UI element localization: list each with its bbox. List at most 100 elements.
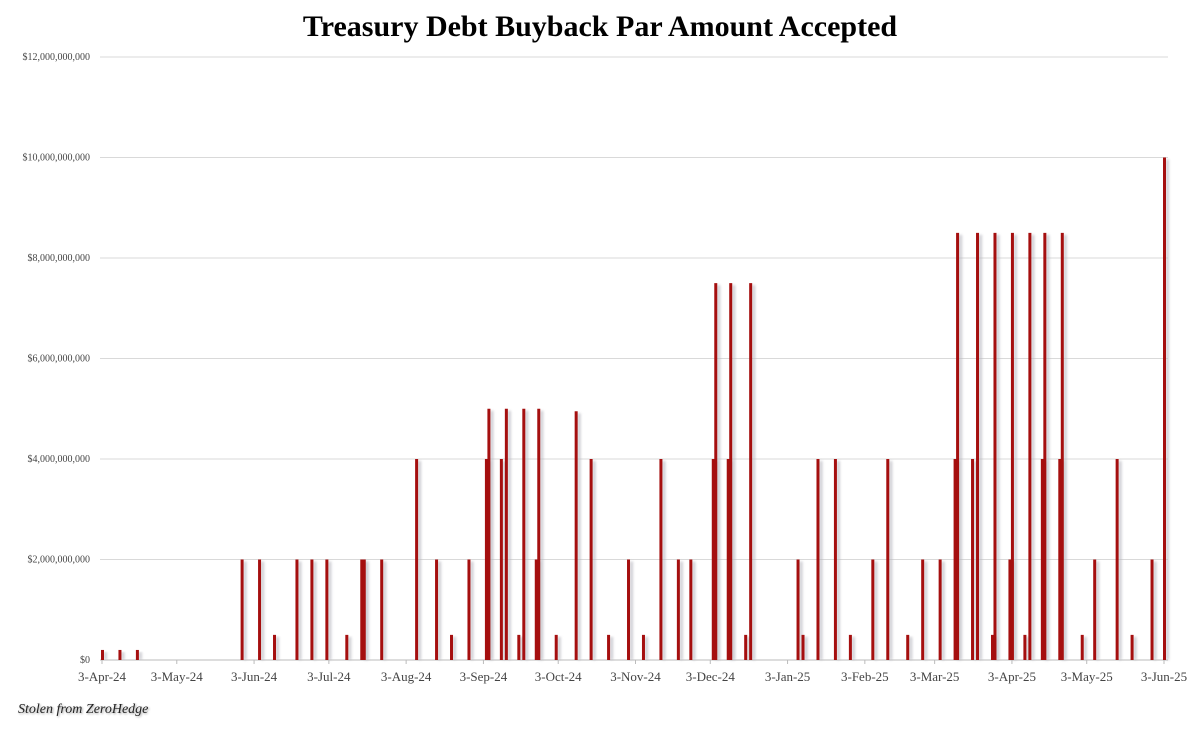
bar [589,459,593,660]
bar-shadow [313,561,317,660]
bar-shadow [909,636,913,660]
bar [921,559,925,660]
bar-shadow [752,285,756,660]
bar [345,634,349,660]
bar [689,559,693,660]
bar-shadow [959,234,963,660]
bar-shadow [819,461,823,660]
bar-shadow [1166,159,1169,660]
bar [956,232,960,660]
bar [240,559,244,660]
bar-shadow [592,461,596,660]
bar-shadow [1063,234,1067,660]
bar [1058,459,1062,660]
y-tick-label: $12,000,000,000 [23,52,91,63]
bar [744,634,748,660]
bar-shadow [679,561,683,660]
bar [976,232,980,660]
bar-shadow [804,636,808,660]
bar [362,559,366,660]
bar-shadow [889,461,893,660]
bar-shadow [1013,234,1017,660]
bar-shadow [138,651,142,660]
x-tick-label: 3-Sep-24 [460,669,508,684]
bar-shadow [1026,636,1030,660]
bar-shadow [644,636,648,660]
y-tick-label: $2,000,000,000 [28,555,91,566]
x-tick-label: 3-Jun-24 [231,669,278,684]
bar-shadow [383,561,387,660]
x-tick-label: 3-Mar-25 [910,669,960,684]
bar [938,559,942,660]
bar [504,408,508,660]
bar [118,649,122,660]
bar [726,459,730,660]
bar-shadow [438,561,442,660]
bar-shadow [1118,461,1122,660]
bar-shadow [732,285,736,660]
bar-shadow [121,651,125,660]
x-tick-label: 3-Apr-25 [988,669,1036,684]
x-tick-label: 3-Dec-24 [686,669,736,684]
x-tick-label: 3-Aug-24 [381,669,432,684]
y-tick-label: $10,000,000,000 [23,153,91,164]
bar-shadow [996,234,1000,660]
bar-shadow [662,461,666,660]
bar [574,411,578,660]
bar [801,634,805,660]
bar-shadow [979,234,983,660]
bar [990,634,994,660]
bar-shadow [630,561,634,660]
bar-shadow [507,410,511,660]
bar-shadow [243,561,247,660]
x-tick-label: 3-Oct-24 [535,669,582,684]
bar-shadow [747,636,751,660]
bar [607,634,611,660]
bar-shadow [577,413,581,660]
bar-shadow [836,461,840,660]
x-tick-label: 3-Apr-24 [78,669,127,684]
x-tick-label: 3-Nov-24 [610,669,661,684]
y-axis: $0 $2,000,000,000 $4,000,000,000 $6,000,000… [23,52,91,666]
bars [101,157,1169,660]
bar-shadow [298,561,302,660]
bar-shadow [610,636,614,660]
bar-shadow [470,561,474,660]
chart-title: Treasury Debt Buyback Par Amount Accepte… [302,10,898,43]
bar-shadow [520,636,524,660]
bar [101,649,104,660]
bar-shadow [1153,561,1157,660]
bar [1093,559,1097,660]
bar-shadow [941,561,945,660]
bar [273,634,277,660]
bar [380,559,384,660]
bar [1163,157,1166,660]
bar [729,283,733,660]
bar [871,559,875,660]
bar [796,559,800,660]
bar-shadow [348,636,352,660]
x-tick-label: 3-Feb-25 [841,669,889,684]
bar [135,649,139,660]
x-tick-label: 3-Jul-24 [307,669,351,684]
bar [1150,559,1154,660]
bar-shadow [974,461,978,660]
bar-shadow [874,561,878,660]
bar [848,634,852,660]
y-tick-label: $4,000,000,000 [28,454,91,465]
bar [886,459,890,660]
bar [971,459,975,660]
bar [554,634,558,660]
bar-shadow [557,636,561,660]
bar-shadow [104,651,107,660]
bar [1115,459,1119,660]
y-tick-label: $6,000,000,000 [28,354,91,365]
bar [1010,232,1014,660]
bar [993,232,997,660]
bar-shadow [261,561,265,660]
bar-shadow [1031,234,1035,660]
bar [415,459,419,660]
bar [1028,232,1032,660]
bar-shadow [799,561,803,660]
